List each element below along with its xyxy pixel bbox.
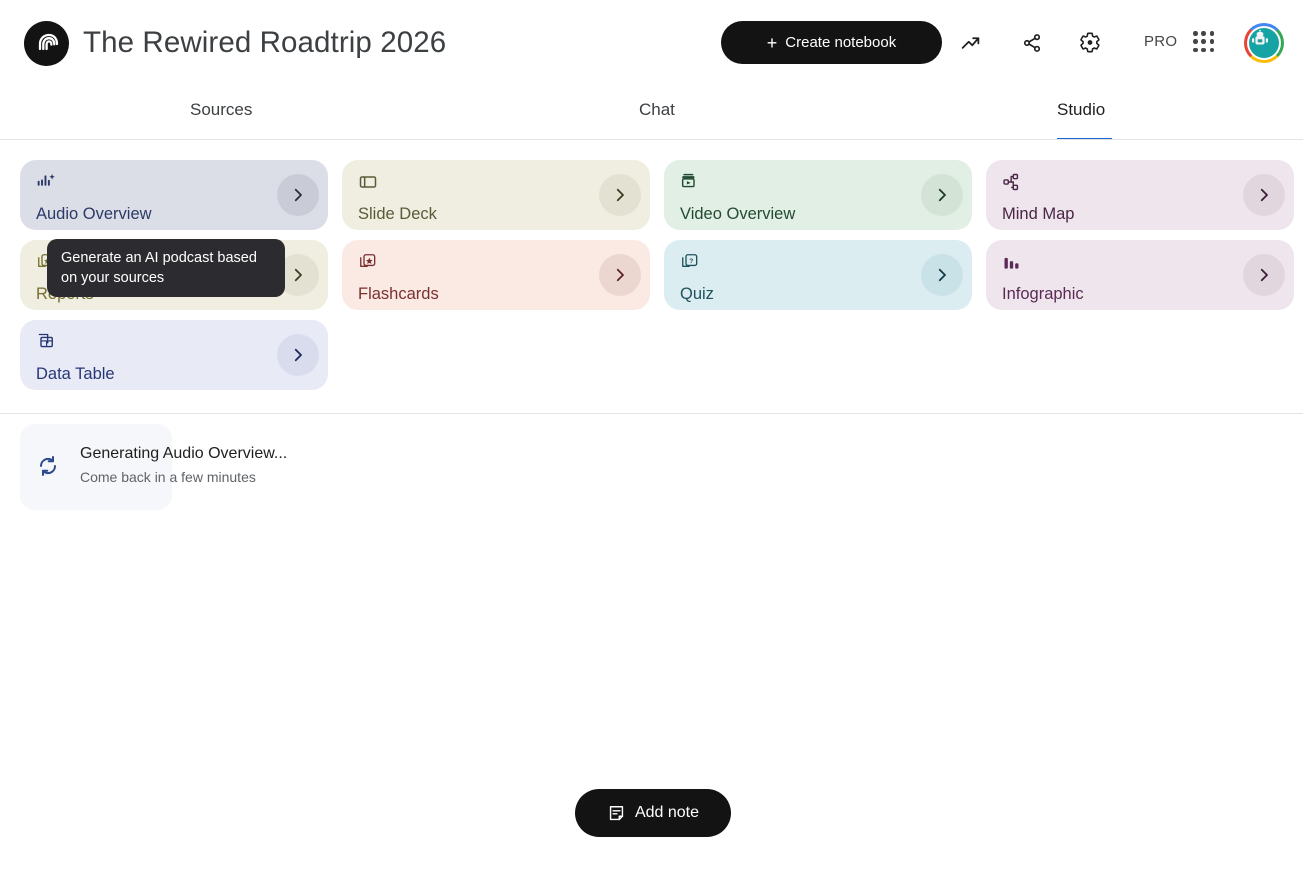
svg-text:?: ?	[689, 258, 693, 265]
